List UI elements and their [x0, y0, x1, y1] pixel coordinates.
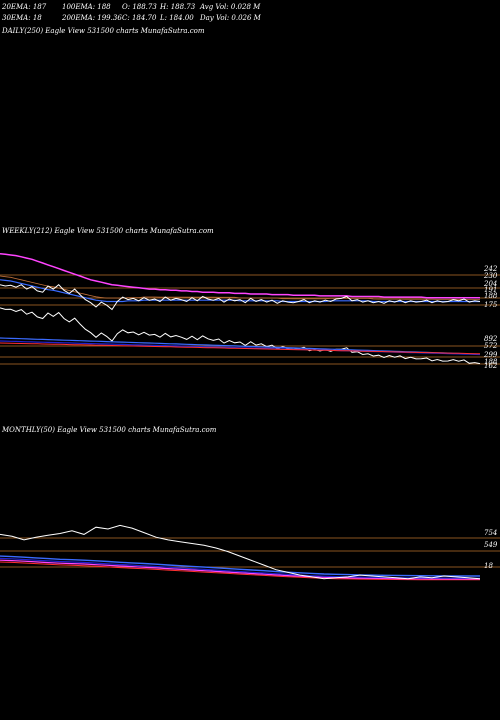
- weekly-ema-long-line: [0, 252, 480, 299]
- day-vol-stat: Day Vol: 0.026 M: [200, 14, 261, 22]
- monthly-label-754: 754: [484, 529, 497, 537]
- ema30-stat: 30EMA: 18: [2, 14, 42, 22]
- weekly-label-242: 242: [483, 265, 498, 273]
- weekly-panel: 242 230 204 191 188 175 892 572 299 188 …: [0, 252, 500, 370]
- ema200-stat: 200EMA: 199.36: [62, 14, 122, 22]
- monthly-ema-line: [0, 555, 480, 577]
- high-stat: H: 188.73: [160, 3, 196, 11]
- avg-vol-stat: Avg Vol: 0.028 M: [200, 3, 261, 11]
- ema20-stat: 20EMA: 187: [2, 3, 47, 11]
- weekly-ema-fast-line: [0, 279, 480, 303]
- weekly-label-175: 175: [484, 301, 498, 309]
- weekly-label-299: 299: [483, 351, 498, 359]
- weekly-label-572: 572: [484, 342, 498, 350]
- weekly-label-204: 204: [483, 280, 497, 288]
- close-stat: C: 184.70: [122, 14, 157, 22]
- ema100-stat: 100EMA: 188: [62, 3, 111, 11]
- weekly-label-191: 191: [484, 286, 497, 294]
- weekly-label-162: 162: [484, 362, 498, 370]
- weekly-label-188: 188: [484, 292, 498, 300]
- low-stat: L: 184.00: [160, 14, 194, 22]
- daily-panel-title: DAILY(250) Eagle View 531500 charts Muna…: [2, 27, 205, 35]
- open-stat: O: 188.73: [122, 3, 157, 11]
- monthly-price-line: [0, 524, 481, 580]
- weekly-volume-line: [0, 307, 481, 365]
- weekly-price-line: [0, 284, 481, 311]
- monthly-label-18: 18: [484, 562, 493, 570]
- weekly-panel-title: WEEKLY(212) Eagle View 531500 charts Mun…: [2, 227, 214, 235]
- weekly-label-230: 230: [483, 272, 498, 280]
- monthly-panel: 754 549 18: [0, 524, 500, 581]
- monthly-label-549: 549: [484, 541, 498, 549]
- monthly-red-line: [0, 561, 480, 581]
- weekly-ema-brown-line: [0, 275, 480, 300]
- weekly-volume-red-line: [0, 342, 481, 355]
- weekly-axis-labels: 242 230 204 191 188 175 892 572 299 188 …: [483, 265, 498, 370]
- monthly-panel-title: MONTHLY(50) Eagle View 531500 charts Mun…: [2, 426, 217, 434]
- weekly-label-892: 892: [484, 335, 498, 343]
- weekly-label-188b: 188: [484, 358, 498, 366]
- monthly-ema-long-line: [0, 559, 480, 580]
